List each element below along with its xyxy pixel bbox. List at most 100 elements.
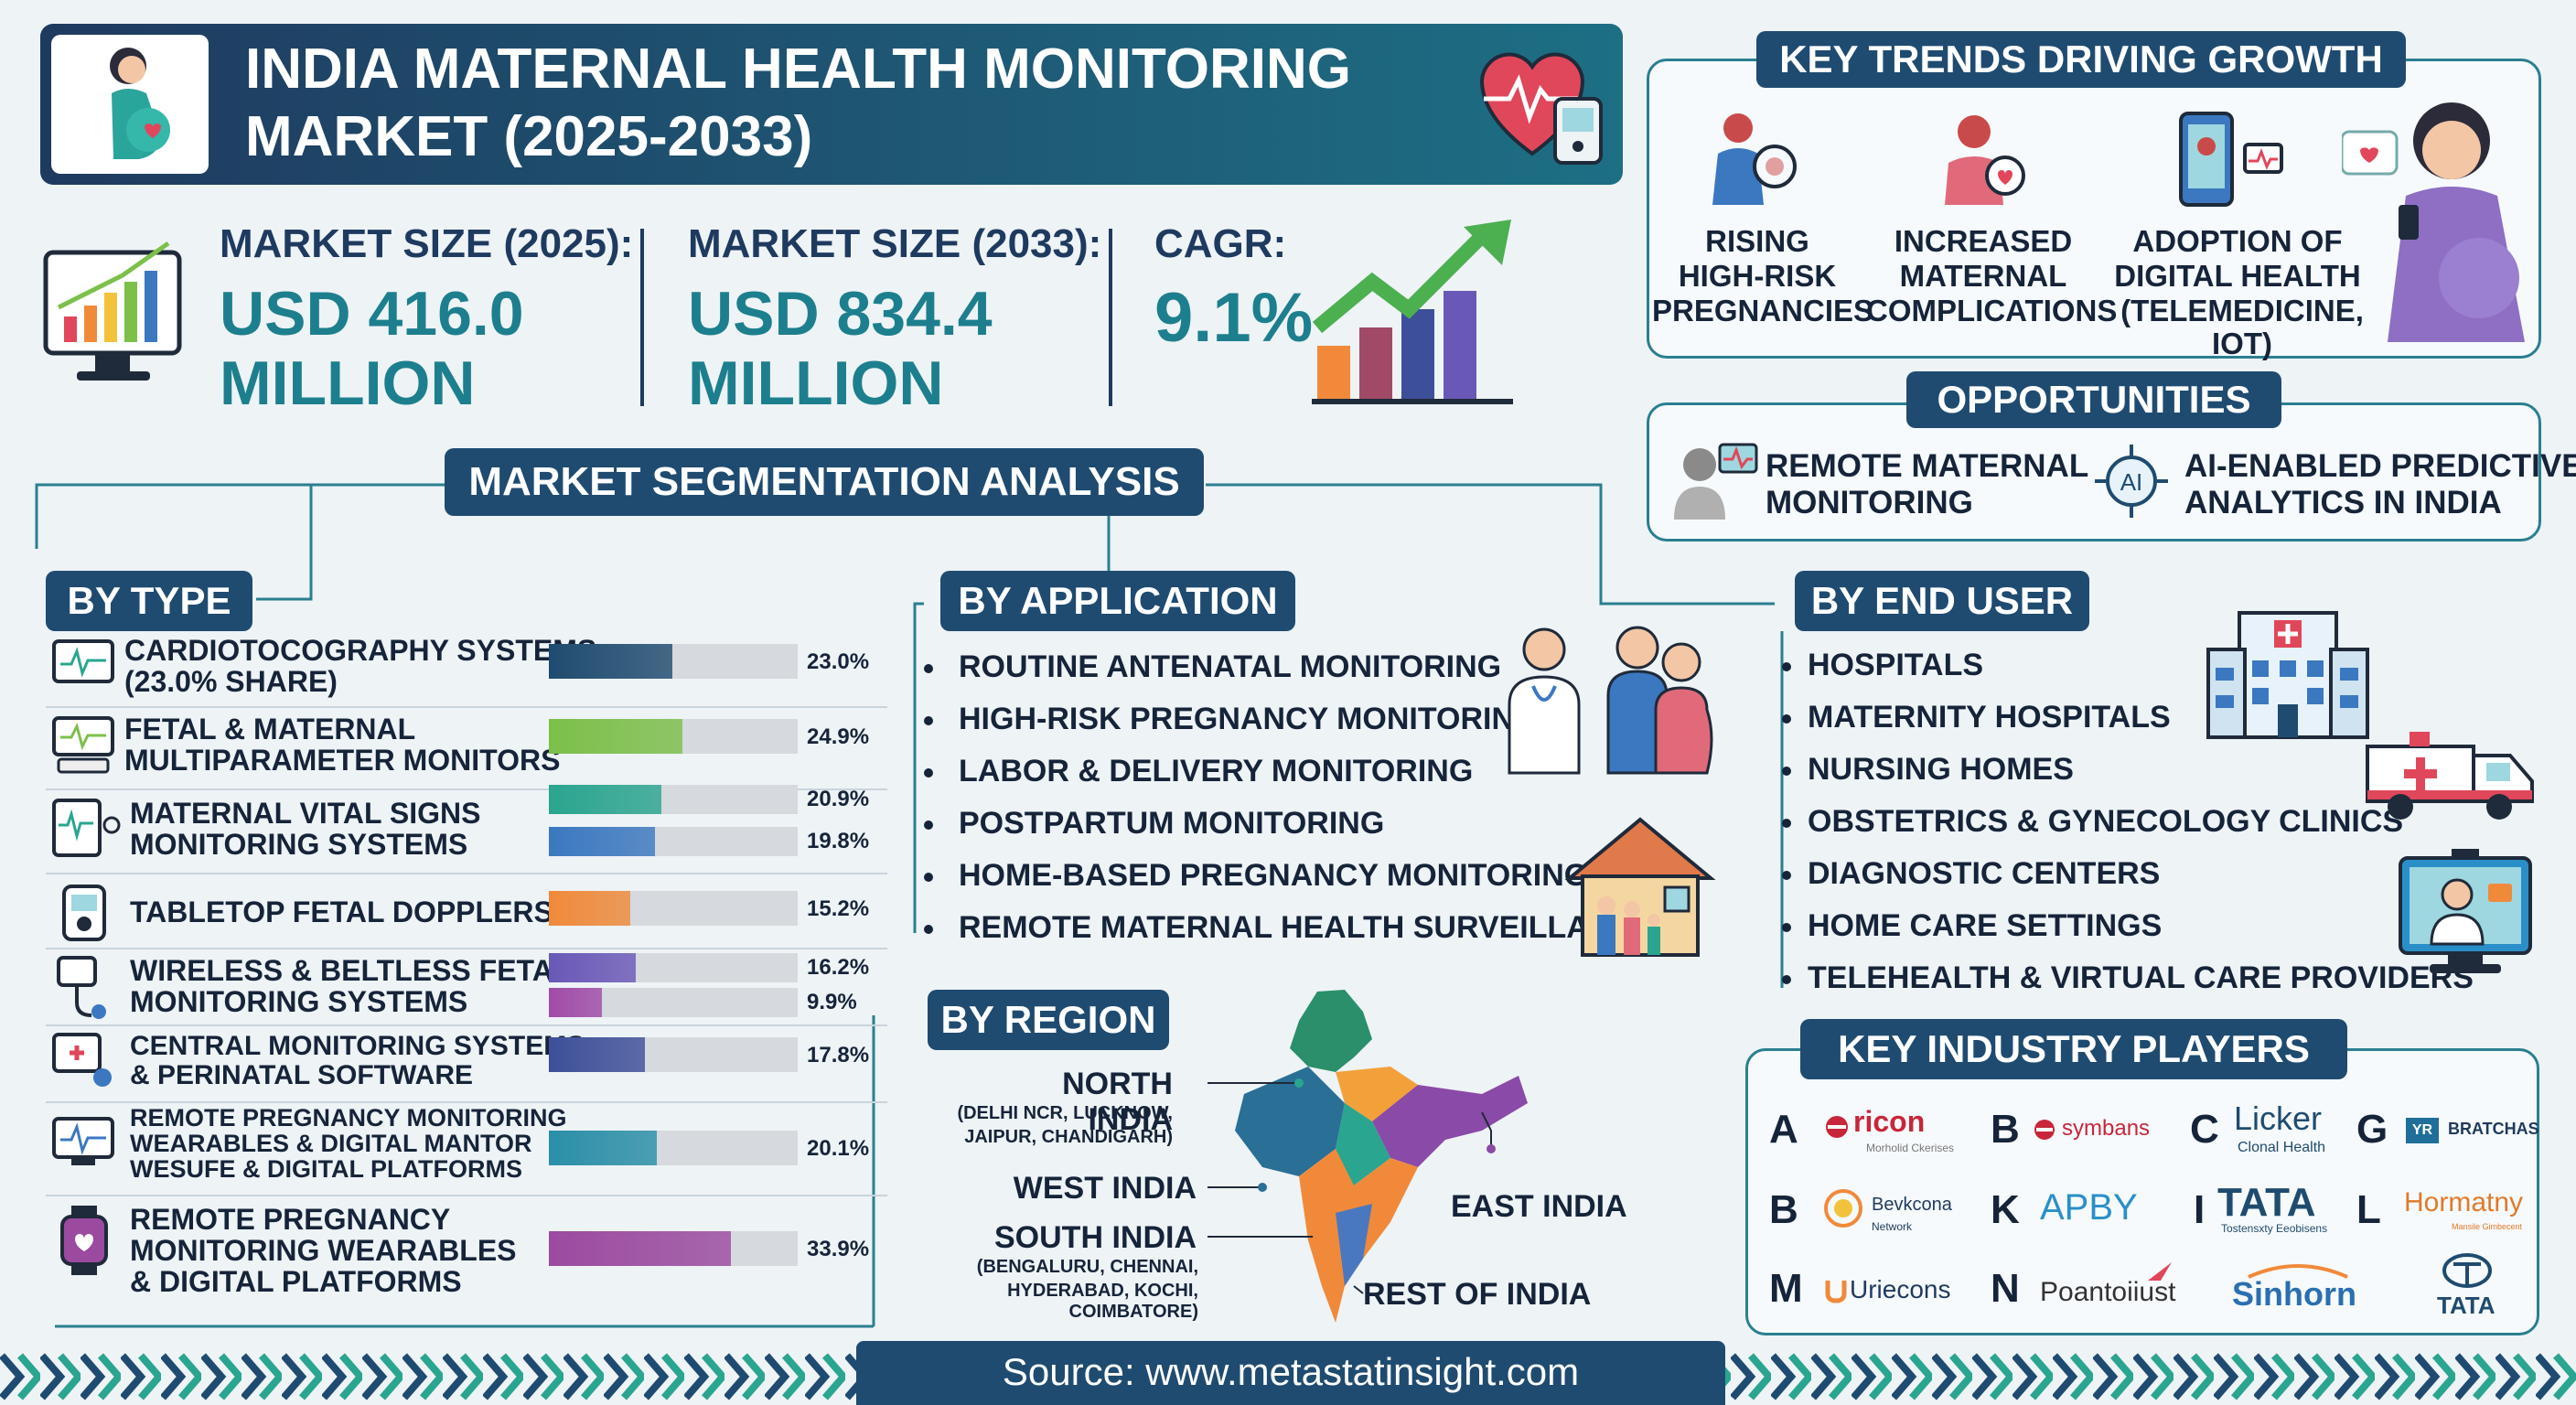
player-name: TATA (2217, 1180, 2316, 1225)
end-user-item-7: TELEHEALTH & VIRTUAL CARE PROVIDERS (1808, 960, 2474, 995)
type-bar-7a-label: 20.1% (807, 1136, 870, 1161)
end-user-item-6: HOME CARE SETTINGS (1808, 908, 2163, 943)
player-sub: Tostensxty Eeobisens (2221, 1222, 2328, 1235)
region-east-shape (1372, 1076, 1528, 1167)
bar-fill (549, 1231, 732, 1266)
bullet (924, 716, 933, 725)
region-north-sub2: JAIPUR, CHANDIGARH) (964, 1127, 1173, 1147)
player-sub: Clonal Health (2238, 1140, 2326, 1155)
trend-1-line3: PREGNANCIES (1652, 294, 1874, 327)
player-name: Poantoiiust (2040, 1277, 2176, 1307)
key-trends-title: KEY TRENDS DRIVING GROWTH (1756, 31, 2406, 88)
trend-1-line2: HIGH-RISK (1678, 259, 1837, 293)
player-name: Hormatny (2404, 1187, 2524, 1217)
heart-monitor-icon (1464, 35, 1610, 172)
type-bar-6a-label: 17.8% (807, 1043, 870, 1067)
central-monitoring-icon (51, 1032, 115, 1090)
type-bar-5b-label: 9.9% (807, 990, 857, 1014)
bullet (1782, 871, 1791, 880)
chart-monitor-icon (40, 234, 187, 390)
player-letter: K (1991, 1187, 2020, 1232)
trend-3-line2: DIGITAL HEALTH (2114, 259, 2361, 293)
player-letter: M (1769, 1266, 1803, 1311)
player-letter: L (2356, 1187, 2381, 1232)
player-sub: Morholid Ckerises (1866, 1142, 1955, 1154)
trend-2-line1: INCREASED (1894, 224, 2073, 258)
application-item-5: HOME-BASED PREGNANCY MONITORING (959, 858, 1589, 893)
telehealth-doctor-icon (2397, 845, 2534, 981)
home-family-icon (1564, 814, 1716, 960)
player-letter: B (1769, 1187, 1798, 1232)
type-bar-8a-label: 33.9% (807, 1237, 870, 1261)
opportunity-2-line1: AI-ENABLED PREDICTIVE (2184, 448, 2576, 484)
doppler-icon (55, 884, 113, 942)
type-bar-8a (549, 1231, 798, 1266)
application-item-6: REMOTE MATERNAL HEALTH SURVEILLANCE (959, 910, 1655, 945)
stat-divider (1109, 229, 1112, 406)
opportunity-2-line2: ANALYTICS IN INDIA (2184, 485, 2502, 520)
header-banner (40, 24, 1623, 185)
bar-fill (549, 1131, 658, 1165)
bratchas-logo-icon: YR (2406, 1118, 2439, 1143)
page-title-line1: INDIA MATERNAL HEALTH MONITORING (245, 38, 1351, 101)
application-item-4: POSTPARTUM MONITORING (959, 806, 1385, 841)
type-bar-5b (549, 988, 798, 1017)
trend-3-line1: ADOPTION OF (2132, 224, 2343, 258)
bullet (1782, 767, 1791, 776)
wearable-monitor-icon (51, 1116, 115, 1171)
wireless-fetal-icon (51, 955, 115, 1021)
region-south-shape (1336, 1204, 1372, 1286)
stat-cagr-label: CAGR: (1154, 221, 1287, 266)
maternal-heart-icon (1928, 108, 2029, 209)
trend-2-line3: COMPLICATIONS (1866, 294, 2118, 327)
woman-with-phone-icon (2342, 95, 2534, 342)
stat-2025-value-line2: MILLION (220, 349, 476, 418)
bar-fill (549, 1037, 645, 1072)
ambulance-icon (2364, 710, 2538, 829)
row-separator (46, 873, 887, 874)
end-user-item-2: MATERNITY HOSPITALS (1808, 700, 2171, 735)
end-user-item-3: NURSING HOMES (1808, 752, 2074, 787)
region-west-name: WEST INDIA (1013, 1171, 1197, 1206)
type-row-5-label: WIRELESS & BELTLESS FETAL MONITORING SYST… (130, 954, 572, 1018)
region-south-sub2: HYDERABAD, KOCHI, COIMBATORE) (1007, 1281, 1198, 1322)
footer-source-bar (856, 1341, 1725, 1405)
region-south-name: SOUTH INDIA (994, 1220, 1197, 1255)
player-name: symbans (2062, 1116, 2151, 1141)
bullet (924, 768, 933, 778)
segmentation-title: MARKET SEGMENTATION ANALYSIS (445, 448, 1204, 516)
type-bar-1a (549, 644, 798, 679)
type-bar-5a (549, 953, 798, 982)
bullet (924, 925, 933, 934)
player-name: Licker (2234, 1099, 2323, 1137)
opportunity-1-line2: MONITORING (1766, 485, 1973, 520)
player-letter: C (2190, 1107, 2219, 1152)
vital-signs-icon (51, 798, 124, 862)
stat-2025-value-line1: USD 416.0 (220, 279, 524, 349)
trend-1-line1: RISING (1705, 224, 1809, 258)
ctg-monitor-icon (51, 638, 115, 688)
india-map (1208, 990, 1528, 1323)
stat-cagr-value: 9.1% (1154, 279, 1314, 357)
player-letter: A (1769, 1107, 1798, 1152)
trend-2-line2: MATERNAL (1899, 259, 2067, 293)
type-row-8-label: REMOTE PREGNANCY MONITORING WEARABLES & DI… (130, 1203, 517, 1298)
footer-source[interactable]: Source: www.metastatinsight.com (1002, 1350, 1580, 1393)
type-bar-7a (549, 1131, 798, 1165)
growth-chart-icon (1308, 218, 1519, 410)
svg-text:AI: AI (2120, 468, 2143, 496)
bar-fill (549, 988, 603, 1017)
region-north-shape (1290, 990, 1372, 1072)
player-name: BRATCHAS (2448, 1120, 2539, 1138)
bullet (1782, 923, 1791, 932)
player-sub: Network (1872, 1220, 1913, 1233)
player-name: Uriecons (1850, 1275, 1951, 1303)
opportunity-1-line1: REMOTE MATERNAL (1766, 448, 2089, 484)
bullet (1782, 819, 1791, 828)
doctor-family-icon (1500, 622, 1720, 778)
player-name: Sinhorn (2232, 1275, 2356, 1313)
type-bar-3b-label: 19.8% (807, 829, 870, 853)
telemedicine-phone-icon (2168, 108, 2287, 218)
players-title: KEY INDUSTRY PLAYERS (1800, 1019, 2347, 1079)
type-bar-4a (549, 891, 798, 926)
